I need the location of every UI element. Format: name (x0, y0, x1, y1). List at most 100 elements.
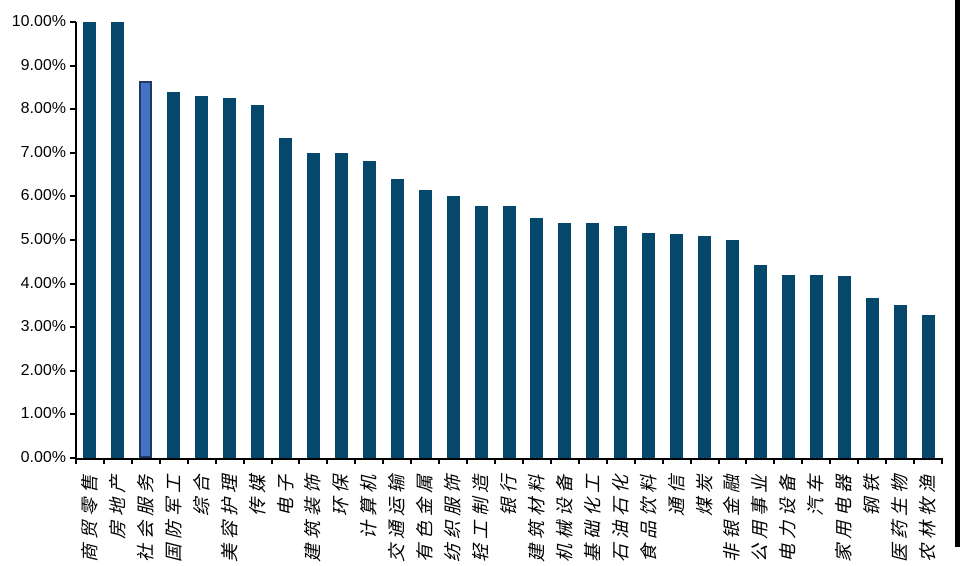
x-axis-category-label: 农林牧渔 (918, 470, 939, 562)
y-axis-tick-label: 10.00% (11, 13, 66, 30)
x-axis-category-label: 机械设备 (554, 470, 575, 562)
y-axis-tick (70, 195, 76, 198)
x-axis-tick (549, 458, 552, 464)
x-axis-tick (913, 458, 916, 464)
x-axis-tick (382, 458, 385, 464)
x-axis-tick (801, 458, 804, 464)
y-axis-tick (70, 457, 76, 459)
x-axis-tick (605, 458, 608, 464)
y-axis-tick-label: 3.00% (20, 318, 66, 336)
bar-highlighted (139, 80, 153, 458)
y-axis-tick-label: 9.00% (20, 56, 66, 74)
x-axis-tick (186, 458, 189, 464)
bar (279, 137, 293, 458)
y-axis-tick (70, 413, 76, 416)
x-axis-tick (633, 458, 636, 464)
bar (83, 22, 97, 458)
x-axis-tick (410, 458, 413, 464)
x-axis-category-label: 电子 (275, 470, 296, 516)
y-axis-tick-label: 4.00% (20, 274, 66, 292)
x-axis-category-label: 传媒 (247, 470, 268, 516)
y-axis-tick (70, 326, 76, 329)
x-axis-tick (773, 458, 776, 464)
x-axis-tick (438, 458, 441, 464)
x-axis-category-label: 银行 (499, 470, 519, 516)
bar (195, 96, 209, 458)
bar (530, 218, 544, 458)
y-axis-tick (70, 151, 76, 154)
bar (614, 226, 628, 458)
bar (223, 98, 237, 458)
x-axis-line (75, 458, 943, 460)
bar (865, 297, 879, 458)
bar (390, 178, 404, 458)
y-axis-tick-label: 6.00% (20, 187, 66, 205)
bar (362, 160, 376, 458)
x-axis-category-label: 汽车 (806, 470, 827, 516)
bar (921, 315, 935, 458)
x-axis-category-label: 美容护理 (219, 470, 240, 562)
x-axis-tick (298, 458, 301, 464)
bar (558, 223, 572, 458)
y-axis-tick (70, 64, 76, 67)
x-axis-category-label: 建筑装饰 (303, 470, 324, 562)
x-axis-category-label: 公用事业 (750, 470, 771, 562)
bar (809, 274, 823, 458)
x-axis-category-label: 有色金属 (415, 470, 436, 562)
y-axis-tick-label: 0.00% (20, 449, 66, 466)
x-axis-category-label: 非银金融 (722, 470, 743, 562)
bar (167, 91, 181, 458)
bar (670, 234, 684, 458)
x-axis-category-label: 石油石化 (610, 470, 631, 562)
x-axis-category-label: 电力设备 (778, 470, 799, 562)
bar (446, 196, 460, 458)
x-axis-category-label: 家用电器 (834, 470, 855, 562)
x-axis-tick (102, 458, 105, 464)
x-axis-category-label: 环保 (331, 470, 352, 516)
x-axis-tick (941, 458, 943, 464)
x-axis-tick (75, 458, 77, 464)
x-axis-category-label: 医药生物 (890, 470, 911, 562)
x-axis-category-label: 轻工制造 (471, 470, 492, 562)
bar (893, 305, 907, 458)
x-axis-tick (829, 458, 832, 464)
x-axis-tick (577, 458, 580, 464)
x-axis-tick (521, 458, 524, 464)
bar (781, 274, 795, 458)
x-axis-category-label: 建筑材料 (526, 470, 547, 562)
x-axis-tick (466, 458, 469, 464)
y-axis-tick-label: 8.00% (20, 100, 66, 118)
x-axis-tick (326, 458, 329, 464)
bar (111, 22, 125, 458)
x-axis-category-label: 基础化工 (582, 470, 603, 562)
bar (837, 275, 851, 458)
bar (334, 152, 348, 458)
bar (502, 205, 516, 458)
x-axis-tick (130, 458, 133, 464)
x-axis-tick (661, 458, 664, 464)
y-axis-tick (70, 239, 76, 241)
x-axis-category-label: 钢铁 (862, 470, 883, 516)
x-axis-tick (242, 458, 245, 464)
x-axis-category-label: 综合 (191, 470, 212, 516)
x-axis-category-label: 交通运输 (387, 470, 408, 562)
x-axis-tick (214, 458, 217, 464)
bar (586, 223, 600, 458)
x-axis-category-label: 通信 (666, 470, 687, 516)
y-axis-tick (70, 282, 76, 285)
x-axis-category-label: 食品饮料 (638, 470, 659, 562)
y-axis-tick (70, 369, 76, 372)
y-axis-tick-label: 2.00% (20, 361, 66, 379)
bar (418, 189, 432, 458)
x-axis-category-label: 纺织服饰 (443, 470, 464, 562)
y-axis-tick-label: 1.00% (20, 405, 66, 423)
x-axis-tick (354, 458, 357, 464)
x-axis-tick (857, 458, 860, 464)
x-axis-tick (745, 458, 748, 464)
y-axis-tick (70, 21, 76, 23)
bar (725, 240, 739, 458)
y-axis-line (75, 22, 77, 460)
bar (474, 205, 488, 458)
bar (306, 152, 320, 458)
